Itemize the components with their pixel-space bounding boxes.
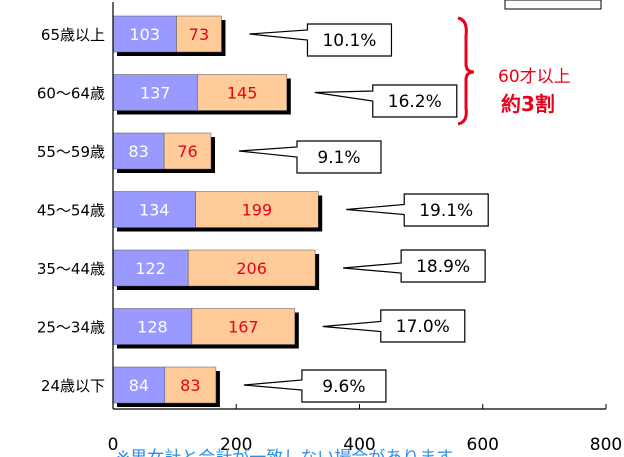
bar-value-label-series1: 128 [137,318,168,337]
percentage-label: 9.1% [317,148,360,168]
bar-segment-series2 [164,366,217,404]
percentage-label: 17.0% [396,317,450,337]
bar-segment-series2 [163,132,212,170]
percentage-callout [314,84,458,118]
bar-value-label-series2: 145 [227,84,258,103]
category-label: 24歳以下 [41,377,105,395]
x-tick-label: 400 [343,435,375,455]
bar-value-label-series2: 73 [189,25,209,44]
bar-segment-series1 [112,74,198,111]
bar-value-label-series2: 167 [228,318,259,337]
x-tick-label: 600 [467,435,499,455]
bar-segment-series2 [187,249,316,287]
bar-value-label-series2: 83 [180,376,200,395]
percentage-callout [238,140,382,174]
bar-value-label-series1: 137 [140,84,171,103]
x-tick-label: 200 [220,435,252,455]
x-tick-label: 0 [108,435,119,455]
category-label: 25〜34歳 [37,319,105,337]
bar-segment-series2 [176,15,222,53]
bar-value-label-series1: 122 [135,259,166,278]
percentage-callout [343,249,486,283]
percentage-label: 10.1% [322,31,376,51]
percentage-label: 9.6% [322,377,365,397]
category-label: 65歳以上 [41,26,105,44]
bar-segment-series2 [191,308,296,345]
bar-segment-series1 [112,15,177,53]
footnote: ※男女計と合計が一致しない場合があります [116,448,453,457]
percentage-callout [322,309,466,343]
percentage-label: 16.2% [388,92,442,112]
bar-segment-series1 [112,249,189,287]
bar-value-label-series2: 206 [236,259,267,278]
bar-value-label-series1: 83 [128,142,148,161]
category-label: 60〜64歳 [37,85,105,103]
bar-segment-series1 [112,366,166,404]
percentage-label: 19.1% [419,201,473,221]
percentage-callout [346,193,489,227]
annotation-line1: 60才以上 [498,67,571,87]
bar-value-label-series1: 84 [129,376,149,395]
bar-segment-series1 [112,132,165,170]
percentage-callout [249,23,393,57]
bar-segment-series1 [112,308,193,345]
age-group-brace [457,16,475,126]
bar-segment-series1 [112,191,196,228]
bar-value-label-series2: 199 [242,201,273,220]
percentage-callout [243,369,387,403]
bar-value-label-series2: 76 [177,142,197,161]
bar-segment-series2 [197,74,288,111]
x-tick-label: 800 [590,435,622,455]
bar-value-label-series1: 134 [139,201,170,220]
bar-segment-series2 [195,191,319,228]
bar-value-label-series1: 103 [129,25,160,44]
annotation-line2: 約3割 [501,92,555,116]
partial-box [504,0,602,10]
category-label: 45〜54歳 [37,202,105,220]
percentage-label: 18.9% [416,257,470,277]
category-label: 55〜59歳 [37,143,105,161]
category-label: 35〜44歳 [37,260,105,278]
